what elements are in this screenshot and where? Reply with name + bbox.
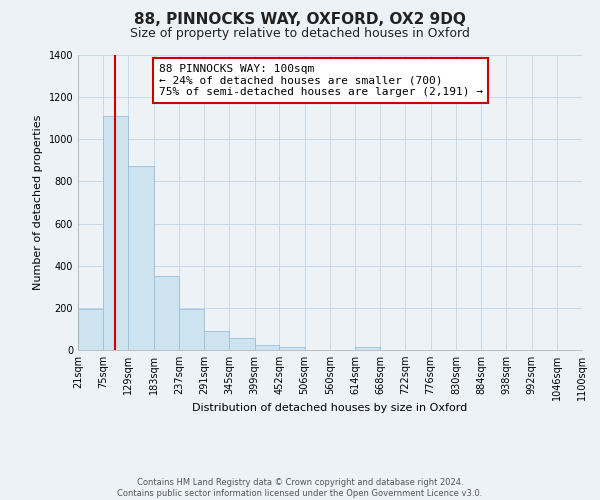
Text: Size of property relative to detached houses in Oxford: Size of property relative to detached ho… [130, 28, 470, 40]
Bar [254, 346, 280, 350]
Bar [103, 116, 128, 350]
Bar [179, 309, 204, 350]
Y-axis label: Number of detached properties: Number of detached properties [33, 115, 43, 290]
Bar [204, 331, 229, 350]
Bar [280, 347, 305, 350]
Bar [78, 309, 103, 350]
Text: Contains HM Land Registry data © Crown copyright and database right 2024.
Contai: Contains HM Land Registry data © Crown c… [118, 478, 482, 498]
Bar [229, 338, 254, 350]
X-axis label: Distribution of detached houses by size in Oxford: Distribution of detached houses by size … [193, 403, 467, 413]
Bar [154, 276, 179, 350]
Bar [355, 348, 380, 350]
Text: 88 PINNOCKS WAY: 100sqm
← 24% of detached houses are smaller (700)
75% of semi-d: 88 PINNOCKS WAY: 100sqm ← 24% of detache… [158, 64, 482, 97]
Bar [128, 166, 154, 350]
Text: 88, PINNOCKS WAY, OXFORD, OX2 9DQ: 88, PINNOCKS WAY, OXFORD, OX2 9DQ [134, 12, 466, 28]
